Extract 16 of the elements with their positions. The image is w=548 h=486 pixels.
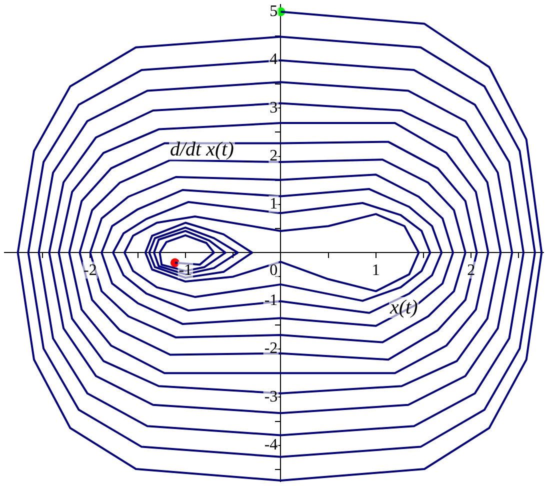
x-tick-label: -2 [84, 262, 97, 279]
y-tick-label: 4 [270, 51, 278, 68]
x-tick-label: 2 [467, 262, 476, 279]
y-tick-label: 5 [270, 2, 278, 20]
y-tick-label: -3 [264, 388, 278, 406]
y-tick-label: 1 [270, 196, 278, 213]
y-tick-label: 3 [270, 99, 278, 116]
y-axis-title: d/dt x(t) [170, 138, 234, 160]
x-tick-label: 1 [372, 262, 380, 279]
y-tick-label: -4 [264, 436, 278, 454]
y-tick-label: -2 [264, 340, 278, 358]
x-axis-title: x(t) [389, 296, 418, 318]
y-tick-label: -1 [264, 292, 278, 310]
y-tick-label: 2 [270, 147, 278, 164]
x-tick-label: -1 [178, 262, 192, 279]
x-tick-label: 0 [270, 262, 278, 279]
